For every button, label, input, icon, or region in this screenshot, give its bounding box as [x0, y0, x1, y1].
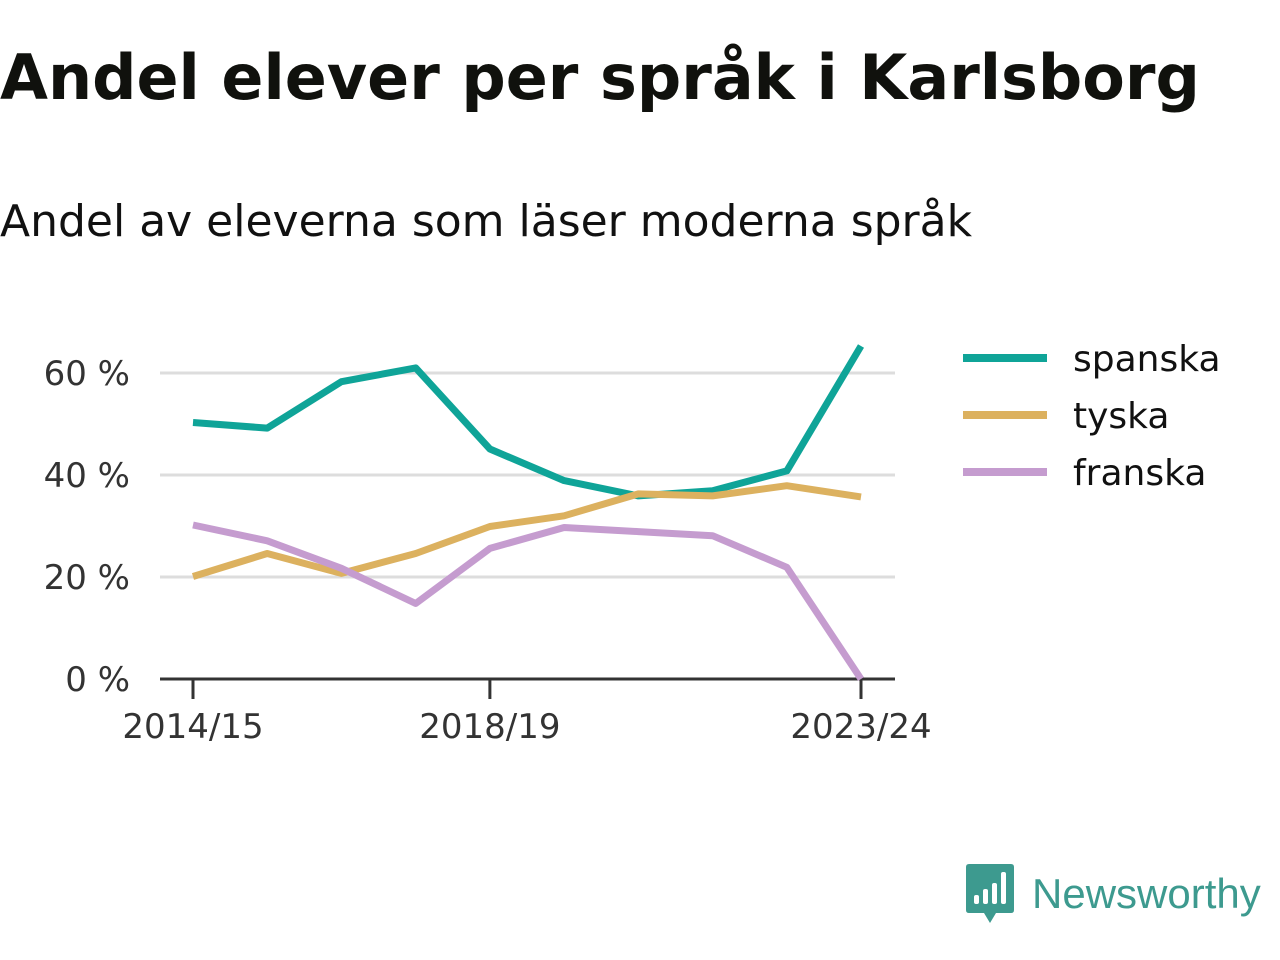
x-tick-label: 2018/19 [419, 707, 560, 747]
legend: spanska tyska franska [963, 339, 1221, 494]
x-tick-label: 2014/15 [122, 707, 263, 747]
series-line-franska [192, 521, 864, 681]
chart-title: Andel elever per språk i Karlsborg [0, 41, 1200, 114]
y-tick-label: 40 % [44, 456, 130, 496]
legend-label-spanska: spanska [1073, 339, 1221, 380]
y-tick-label: 20 % [44, 558, 130, 598]
series-lines [191, 344, 865, 681]
y-tick-label: 0 % [65, 660, 130, 700]
legend-label-franska: franska [1073, 453, 1206, 494]
axes: 0 % 20 % 40 % 60 % 2014/15 2018/19 2023/24 [44, 354, 932, 747]
brand-logo: Newsworthy [964, 862, 1261, 926]
series-line-spanska [192, 344, 865, 500]
y-tick-label: 60 % [44, 354, 130, 394]
bar-chart-speech-bubble-icon [966, 864, 1014, 923]
x-tick-label: 2023/24 [790, 707, 931, 747]
series-line-tyska [191, 482, 862, 580]
legend-label-tyska: tyska [1073, 396, 1169, 437]
chart-subtitle: Andel av eleverna som läser moderna språ… [0, 196, 973, 247]
brand-name: Newsworthy [1032, 870, 1261, 917]
